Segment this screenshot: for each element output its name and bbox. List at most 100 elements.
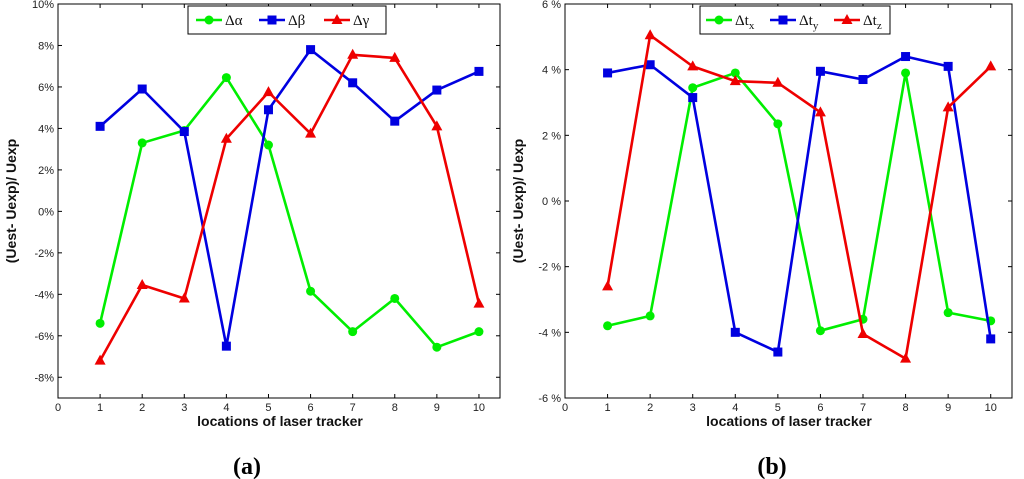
chart-a: 0 1 2 3 4 5 6 7 8 9 10 10% 8% 6% 4% 2% 0% -2% -4% -6% -8% loc…: [3, 0, 501, 479]
legend-label-subscript: x: [749, 20, 755, 32]
legend-label: Δtz: [863, 13, 882, 32]
data-point-triangle: [857, 327, 869, 338]
x-tick-label: 0: [55, 402, 61, 414]
y-tick-label: 4%: [38, 123, 54, 135]
data-point-triangle: [900, 352, 912, 363]
x-tick-label: 10: [985, 402, 997, 414]
data-point-triangle: [644, 29, 656, 40]
x-tick-label: 1: [605, 402, 611, 414]
plot-area: [57, 3, 501, 399]
x-tick-label: 3: [690, 402, 696, 414]
data-point-square: [306, 45, 316, 55]
data-point-triangle: [389, 51, 401, 62]
x-tick-label: 5: [265, 402, 271, 414]
figure-caption: (a): [233, 454, 261, 479]
x-tick-label: 2: [139, 402, 145, 414]
series-line-tz-2: [606, 33, 992, 360]
y-tick-label: -6 %: [538, 393, 561, 405]
data-point-triangle: [262, 86, 274, 97]
x-tick-label: 7: [860, 402, 866, 414]
data-point-circle: [221, 73, 231, 83]
data-point-circle: [432, 342, 442, 352]
figure-caption: (b): [757, 454, 786, 479]
y-tick-label: 8%: [38, 40, 54, 52]
data-point-circle: [263, 140, 273, 150]
x-tick-label: 9: [945, 402, 951, 414]
legend-label-subscript: z: [877, 20, 882, 32]
data-point-triangle: [178, 292, 190, 303]
y-axis-label: (Uest- Uexp)/ Uexp: [3, 139, 19, 263]
y-tick-label: -4 %: [538, 327, 561, 339]
y-tick-label: 0%: [38, 206, 54, 218]
y-tick-label: -4%: [34, 289, 54, 301]
data-point-square: [348, 78, 358, 88]
data-point-square: [730, 327, 740, 337]
y-tick-label: -2%: [34, 248, 54, 260]
data-point-triangle: [772, 76, 784, 87]
data-point-circle: [943, 308, 953, 318]
legend-marker-square: [778, 15, 788, 25]
data-point-circle: [773, 119, 783, 129]
x-tick-label: 1: [97, 402, 103, 414]
legend-label: Δβ: [288, 13, 305, 29]
x-tick-label: 6: [308, 402, 314, 414]
x-tick-label: 4: [732, 402, 738, 414]
data-point-square: [179, 127, 189, 137]
data-point-square: [986, 334, 996, 344]
x-tick-label: 4: [223, 402, 229, 414]
legend-label-subscript: y: [813, 20, 819, 32]
data-point-circle: [306, 286, 316, 296]
data-point-square: [688, 93, 698, 103]
y-tick-label: 0 %: [542, 196, 561, 208]
data-point-triangle: [220, 132, 232, 143]
legend-marker-circle: [714, 15, 724, 25]
data-point-square: [815, 66, 825, 76]
y-tick-label: 6%: [38, 82, 54, 94]
legend-label-name: Δβ: [288, 13, 305, 29]
data-point-circle: [137, 138, 147, 148]
data-point-square: [943, 61, 953, 71]
legend-label: Δα: [225, 13, 243, 29]
x-tick-label: 5: [775, 402, 781, 414]
data-point-circle: [390, 293, 400, 303]
legend-label-name: Δγ: [353, 13, 370, 29]
data-point-square: [773, 347, 783, 357]
data-point-square: [858, 75, 868, 85]
series-line--0: [98, 76, 480, 349]
data-point-triangle: [942, 101, 954, 112]
data-point-square: [603, 68, 613, 78]
data-point-triangle: [136, 278, 148, 289]
data-point-circle: [730, 68, 740, 78]
data-point-circle: [688, 83, 698, 93]
data-point-circle: [901, 68, 911, 78]
data-point-triangle: [94, 354, 106, 365]
x-axis-label: locations of laser tracker: [706, 413, 872, 429]
data-point-triangle: [985, 60, 997, 71]
series-line--2: [98, 53, 481, 362]
x-tick-label: 8: [392, 402, 398, 414]
y-tick-label: -2 %: [538, 262, 561, 274]
legend-marker-triangle: [331, 14, 343, 24]
data-point-circle: [603, 321, 613, 331]
y-tick-label: 2 %: [542, 130, 561, 142]
data-point-triangle: [473, 297, 485, 308]
data-point-triangle: [814, 106, 826, 117]
data-point-circle: [95, 318, 105, 328]
data-point-square: [263, 105, 273, 115]
y-tick-label: -6%: [34, 331, 54, 343]
chart-b: 0 1 2 3 4 5 6 7 8 9 10 6 % 4 % 2 % 0 % -2 % -4 % -6 % loca…: [510, 0, 1013, 479]
series-line--1: [99, 48, 480, 348]
x-tick-label: 7: [350, 402, 356, 414]
series-line-tx-0: [607, 71, 991, 332]
data-point-circle: [474, 327, 484, 337]
data-point-circle: [815, 326, 825, 336]
x-tick-label: 6: [817, 402, 823, 414]
legend-label: Δγ: [353, 13, 370, 29]
legend-label-name: Δt: [863, 13, 878, 29]
legend-label: Δtx: [735, 13, 755, 32]
legend-label-name: Δα: [225, 13, 243, 29]
x-tick-label: 0: [562, 402, 568, 414]
legend-marker-square: [267, 15, 277, 25]
data-point-triangle: [602, 280, 614, 291]
